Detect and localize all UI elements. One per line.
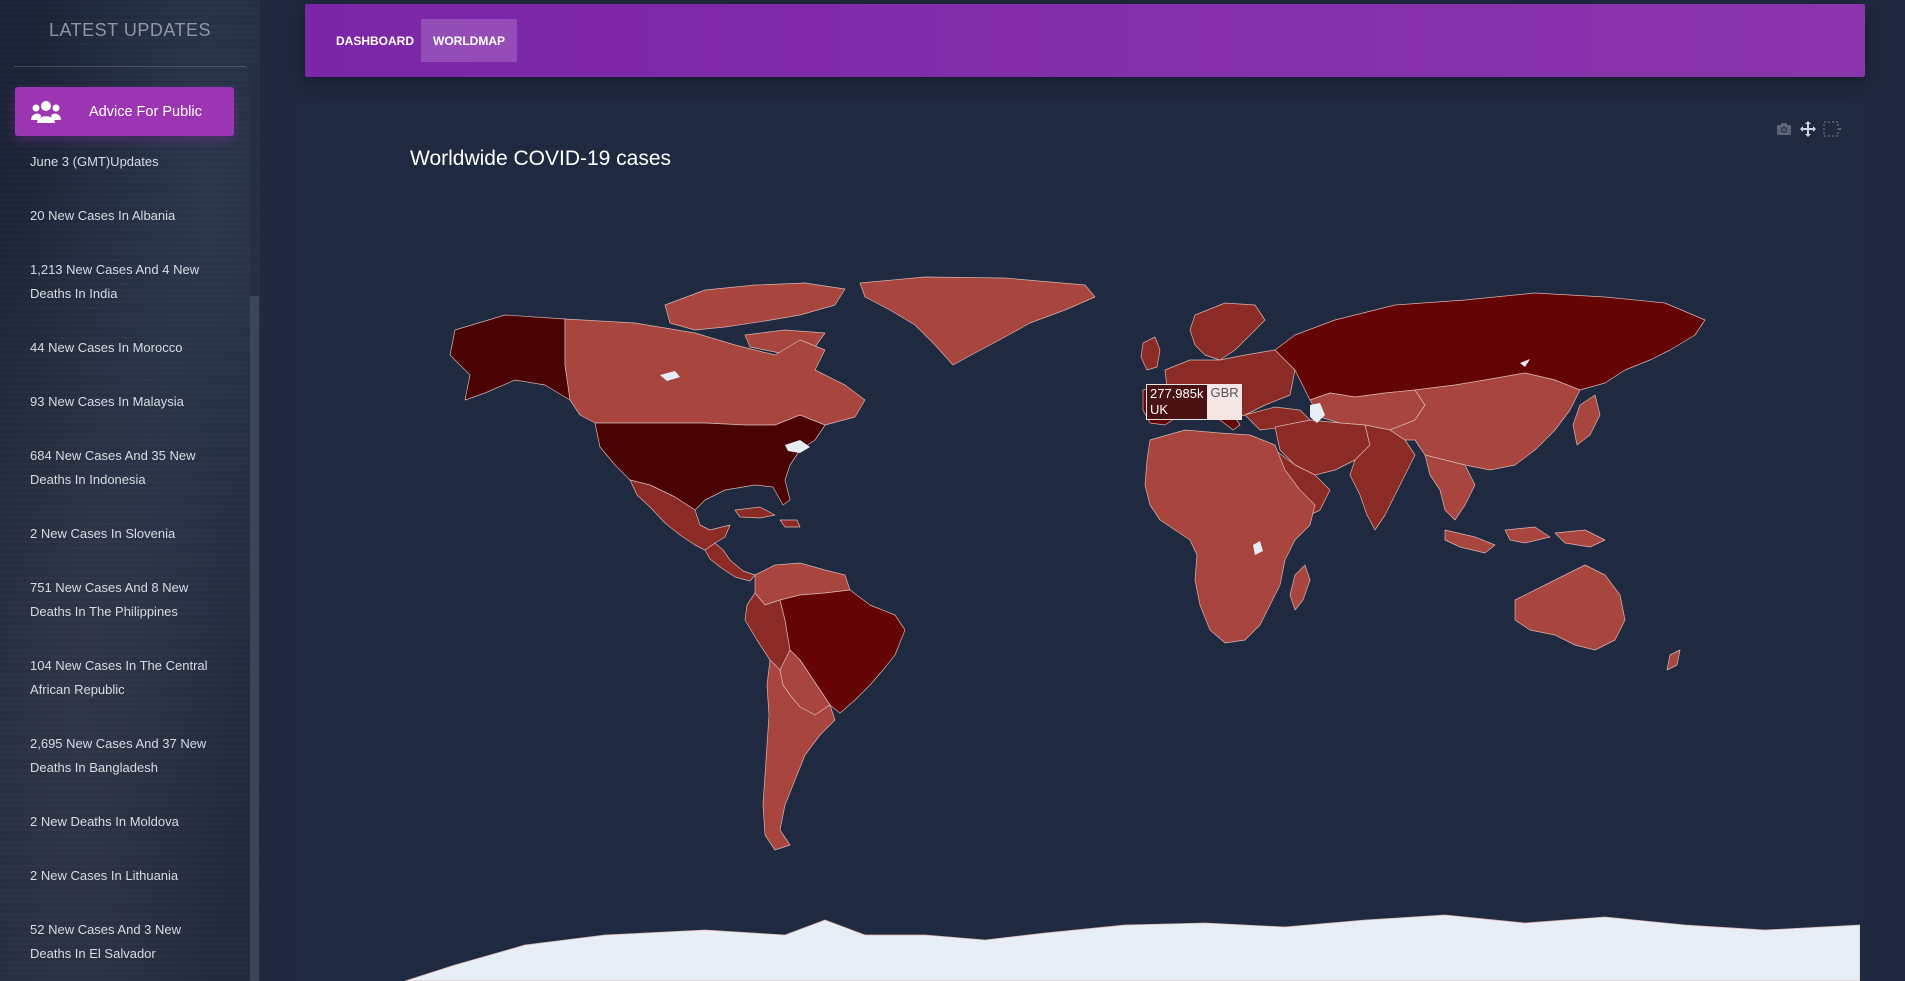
sidebar: LATEST UPDATES Advice For Public June 3 … (0, 0, 260, 981)
advice-button-label: Advice For Public (89, 103, 202, 120)
region-canada[interactable] (564, 318, 866, 426)
update-item[interactable]: 2 New Cases In Lithuania (30, 868, 179, 883)
update-item[interactable]: 93 New Cases In Malaysia (30, 394, 184, 409)
region-greenland[interactable] (859, 276, 1096, 366)
region-southeast-asia[interactable] (1424, 454, 1476, 521)
tooltip-value: 277.985k (1150, 386, 1204, 401)
region-scandinavia[interactable] (1189, 302, 1266, 361)
update-item[interactable]: 104 New Cases In The Central African Rep… (30, 658, 208, 697)
update-item[interactable]: 52 New Cases And 3 New Deaths In El Salv… (30, 922, 182, 961)
region-antarctica[interactable] (405, 914, 1860, 981)
update-item[interactable]: 2 New Cases In Slovenia (30, 526, 176, 541)
tab-worldmap[interactable]: WORLDMAP (421, 19, 517, 62)
update-item[interactable]: 1,213 New Cases And 4 New Deaths In Indi… (30, 262, 200, 301)
tooltip-country: UK (1150, 402, 1169, 417)
region-central-america[interactable] (704, 542, 756, 582)
region-united-states[interactable] (594, 414, 826, 511)
lake-victoria (1253, 541, 1263, 555)
update-item[interactable]: 44 New Cases In Morocco (30, 340, 183, 355)
tab-dashboard[interactable]: DASHBOARD (336, 33, 414, 48)
update-item[interactable]: 2,695 New Cases And 37 New Deaths In Ban… (30, 736, 207, 775)
region-mexico[interactable] (629, 479, 731, 551)
region-madagascar[interactable] (1289, 564, 1311, 611)
region-indonesia[interactable] (1444, 526, 1606, 554)
pan-icon[interactable] (1796, 118, 1820, 140)
tooltip-code: GBR (1207, 384, 1242, 420)
region-alaska[interactable] (449, 314, 571, 401)
scrollbar-thumb[interactable] (250, 296, 259, 981)
region-argentina-chile[interactable] (762, 659, 836, 851)
sidebar-title: LATEST UPDATES (48, 20, 212, 40)
region-india[interactable] (1349, 424, 1416, 531)
update-item[interactable]: 2 New Deaths In Moldova (30, 814, 179, 829)
lake-baikal (1520, 359, 1530, 367)
region-new-zealand[interactable] (1666, 649, 1681, 671)
region-uk[interactable] (1140, 336, 1161, 371)
sidebar-scrollbar[interactable] (250, 66, 259, 981)
sidebar-divider (14, 66, 246, 67)
camera-icon[interactable] (1772, 118, 1796, 140)
region-australia[interactable] (1514, 564, 1626, 651)
map-modebar (1772, 118, 1844, 140)
map-hover-tooltip: 277.985k UK GBR (1146, 384, 1242, 420)
update-item[interactable]: June 3 (GMT)Updates (30, 154, 159, 169)
region-caribbean[interactable] (734, 506, 801, 528)
update-item[interactable]: 751 New Cases And 8 New Deaths In The Ph… (30, 580, 189, 619)
top-navbar: DASHBOARD WORLDMAP (305, 4, 1865, 77)
lake-canada (660, 371, 680, 381)
lake-great-lakes (785, 440, 810, 453)
update-item[interactable]: 20 New Cases In Albania (30, 208, 176, 223)
region-japan[interactable] (1572, 394, 1601, 446)
box-select-icon[interactable] (1820, 118, 1844, 140)
lake-caspian (1310, 403, 1325, 423)
region-china[interactable] (1389, 372, 1581, 471)
region-africa[interactable] (1144, 429, 1316, 644)
map-title: Worldwide COVID-19 cases (410, 147, 672, 170)
update-item[interactable]: 684 New Cases And 35 New Deaths In Indon… (30, 448, 196, 487)
users-icon (31, 100, 61, 123)
region-canada-islands[interactable] (664, 282, 846, 331)
advice-for-public-button[interactable]: Advice For Public (15, 87, 234, 136)
world-choropleth-map[interactable] (405, 275, 1860, 981)
